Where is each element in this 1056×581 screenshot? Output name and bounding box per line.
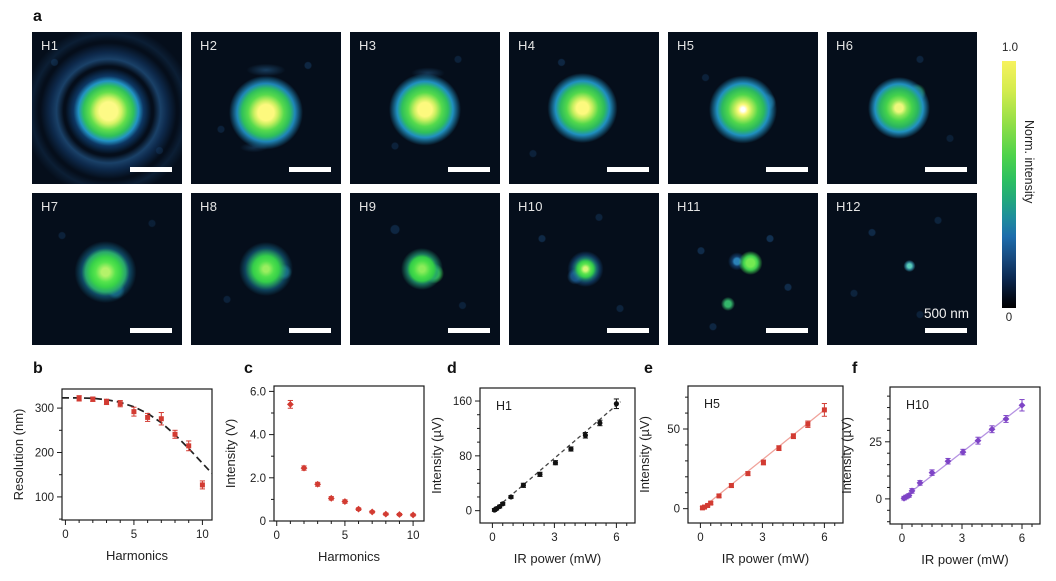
tile-label: H2 — [200, 38, 218, 53]
scale-bar — [289, 167, 331, 172]
tile-label: H6 — [836, 38, 854, 53]
svg-text:Intensity (µV): Intensity (µV) — [839, 417, 854, 494]
svg-text:6: 6 — [613, 532, 619, 544]
svg-text:0: 0 — [489, 532, 495, 544]
svg-text:0: 0 — [876, 494, 882, 506]
panel-label-b: b — [33, 360, 43, 377]
tile-label: H5 — [677, 38, 695, 53]
scale-bar-label: 500 nm — [923, 306, 969, 321]
svg-text:5: 5 — [342, 530, 348, 542]
svg-text:6.0: 6.0 — [250, 386, 266, 398]
svg-text:100: 100 — [35, 492, 54, 504]
microscopy-image-h6: H6 — [827, 32, 977, 184]
microscopy-image-h3: H3 — [350, 32, 500, 184]
svg-text:H5: H5 — [704, 397, 720, 411]
tile-label: H11 — [677, 199, 701, 214]
svg-text:IR power (mW): IR power (mW) — [722, 551, 809, 566]
microscopy-image-h7: H7 — [32, 193, 182, 345]
svg-text:0: 0 — [674, 504, 680, 516]
scale-bar — [607, 328, 649, 333]
scale-bar — [925, 328, 967, 333]
panel-label-a: a — [33, 8, 42, 25]
microscopy-image-h10: H10 — [509, 193, 659, 345]
colorbar-min-label: 0 — [1005, 312, 1013, 324]
scale-bar — [607, 167, 649, 172]
svg-text:6: 6 — [1019, 533, 1025, 545]
tile-label: H9 — [359, 199, 377, 214]
microscopy-image-h11: H11 — [668, 193, 818, 345]
svg-text:200: 200 — [35, 448, 54, 460]
svg-text:0: 0 — [62, 529, 68, 541]
microscopy-image-h4: H4 — [509, 32, 659, 184]
scale-bar — [448, 167, 490, 172]
svg-text:3: 3 — [959, 533, 965, 545]
svg-text:H1: H1 — [496, 399, 512, 413]
svg-text:Intensity (V): Intensity (V) — [223, 419, 238, 488]
colorbar-gradient — [1002, 61, 1016, 308]
svg-text:Resolution (nm): Resolution (nm) — [11, 409, 26, 501]
microscopy-image-h8: H8 — [191, 193, 341, 345]
svg-text:160: 160 — [453, 396, 472, 408]
scale-bar — [925, 167, 967, 172]
tile-label: H10 — [518, 199, 543, 214]
chart-h1-power-dependence: 0 3 6 0 80 160 H1 IR power (mW) Intensity (µV) — [428, 372, 644, 581]
panel-label-c: c — [244, 360, 253, 377]
scale-bar — [766, 167, 808, 172]
scale-bar — [289, 328, 331, 333]
svg-text:2.0: 2.0 — [250, 473, 266, 485]
svg-text:H10: H10 — [906, 398, 929, 412]
chart-intensity-vs-harmonics: 0 5 10 0 2.0 4.0 6.0 Harmonics Intensity (V) — [222, 372, 434, 581]
svg-text:Intensity (µV): Intensity (µV) — [637, 416, 652, 493]
svg-text:3: 3 — [759, 532, 765, 544]
svg-text:3: 3 — [551, 532, 557, 544]
svg-text:IR power (mW): IR power (mW) — [921, 552, 1008, 567]
svg-text:IR power (mW): IR power (mW) — [514, 551, 601, 566]
svg-text:0: 0 — [274, 530, 280, 542]
svg-text:Harmonics: Harmonics — [106, 548, 169, 563]
tile-label: H1 — [41, 38, 59, 53]
scale-bar — [130, 328, 172, 333]
chart-h10-power-dependence: 0 3 6 0 25 H10 IR power (mW) Intensity (µV) — [838, 372, 1050, 581]
svg-text:0: 0 — [466, 506, 472, 518]
tile-label: H4 — [518, 38, 536, 53]
microscopy-image-h5: H5 — [668, 32, 818, 184]
panel-label-e: e — [644, 360, 653, 377]
scale-bar — [766, 328, 808, 333]
tile-label: H3 — [359, 38, 377, 53]
microscopy-image-h12: H12 500 nm — [827, 193, 977, 345]
colorbar-max-label: 1.0 — [1002, 42, 1018, 54]
svg-text:0: 0 — [899, 533, 905, 545]
svg-text:0: 0 — [260, 516, 266, 528]
panel-label-d: d — [447, 360, 457, 377]
tile-label: H8 — [200, 199, 218, 214]
svg-text:4.0: 4.0 — [250, 430, 266, 442]
svg-text:Harmonics: Harmonics — [318, 549, 381, 564]
svg-text:10: 10 — [407, 530, 420, 542]
svg-text:10: 10 — [196, 529, 209, 541]
microscopy-image-h2: H2 — [191, 32, 341, 184]
chart-h5-power-dependence: 0 3 6 0 50 H5 IR power (mW) Intensity (µV) — [636, 372, 851, 581]
svg-text:5: 5 — [131, 529, 137, 541]
microscopy-image-h9: H9 — [350, 193, 500, 345]
svg-text:6: 6 — [821, 532, 827, 544]
scale-bar — [448, 328, 490, 333]
colorbar-title: Norm. intensity — [1022, 120, 1036, 204]
microscopy-image-h1: H1 — [32, 32, 182, 184]
svg-text:Intensity (µV): Intensity (µV) — [429, 417, 444, 494]
svg-text:80: 80 — [459, 451, 472, 463]
scale-bar — [130, 167, 172, 172]
panel-label-f: f — [852, 360, 858, 377]
tile-label: H7 — [41, 199, 59, 214]
chart-resolution-vs-harmonics: 0 5 10 100 200 300 Harmonics Resolution (nm) — [10, 372, 238, 581]
tile-label: H12 — [836, 199, 861, 214]
svg-text:300: 300 — [35, 403, 54, 415]
svg-text:50: 50 — [667, 424, 680, 436]
svg-text:0: 0 — [697, 532, 703, 544]
svg-text:25: 25 — [869, 437, 882, 449]
